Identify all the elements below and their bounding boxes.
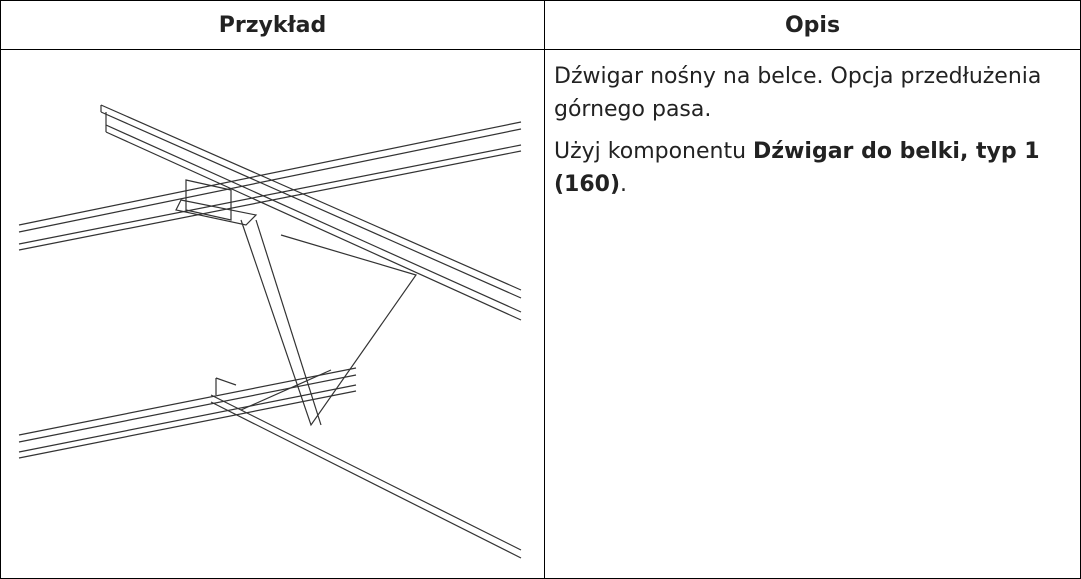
example-cell <box>0 49 545 579</box>
bold-text: Dźwigar do belki, typ 1 (160) <box>554 139 1040 197</box>
header-cell: Przykład <box>0 0 545 50</box>
text: Użyj komponentu <box>554 139 754 164</box>
paragraph: Użyj komponentu Dźwigar do belki, typ 1 … <box>554 135 1070 201</box>
text: . <box>620 172 628 197</box>
header-cell: Opis <box>544 0 1081 50</box>
description-cell: Dźwigar nośny na belce. Opcja przedłużen… <box>544 49 1081 579</box>
example-drawing <box>18 104 522 559</box>
row: Dźwigar nośny na belce. Opcja przedłużen… <box>0 49 1081 579</box>
paragraph: Dźwigar nośny na belce. Opcja przedłużen… <box>554 60 1070 126</box>
header-row: Przykład Opis <box>0 0 1081 50</box>
text: Dźwigar nośny na belce. Opcja przedłużen… <box>554 64 1042 122</box>
